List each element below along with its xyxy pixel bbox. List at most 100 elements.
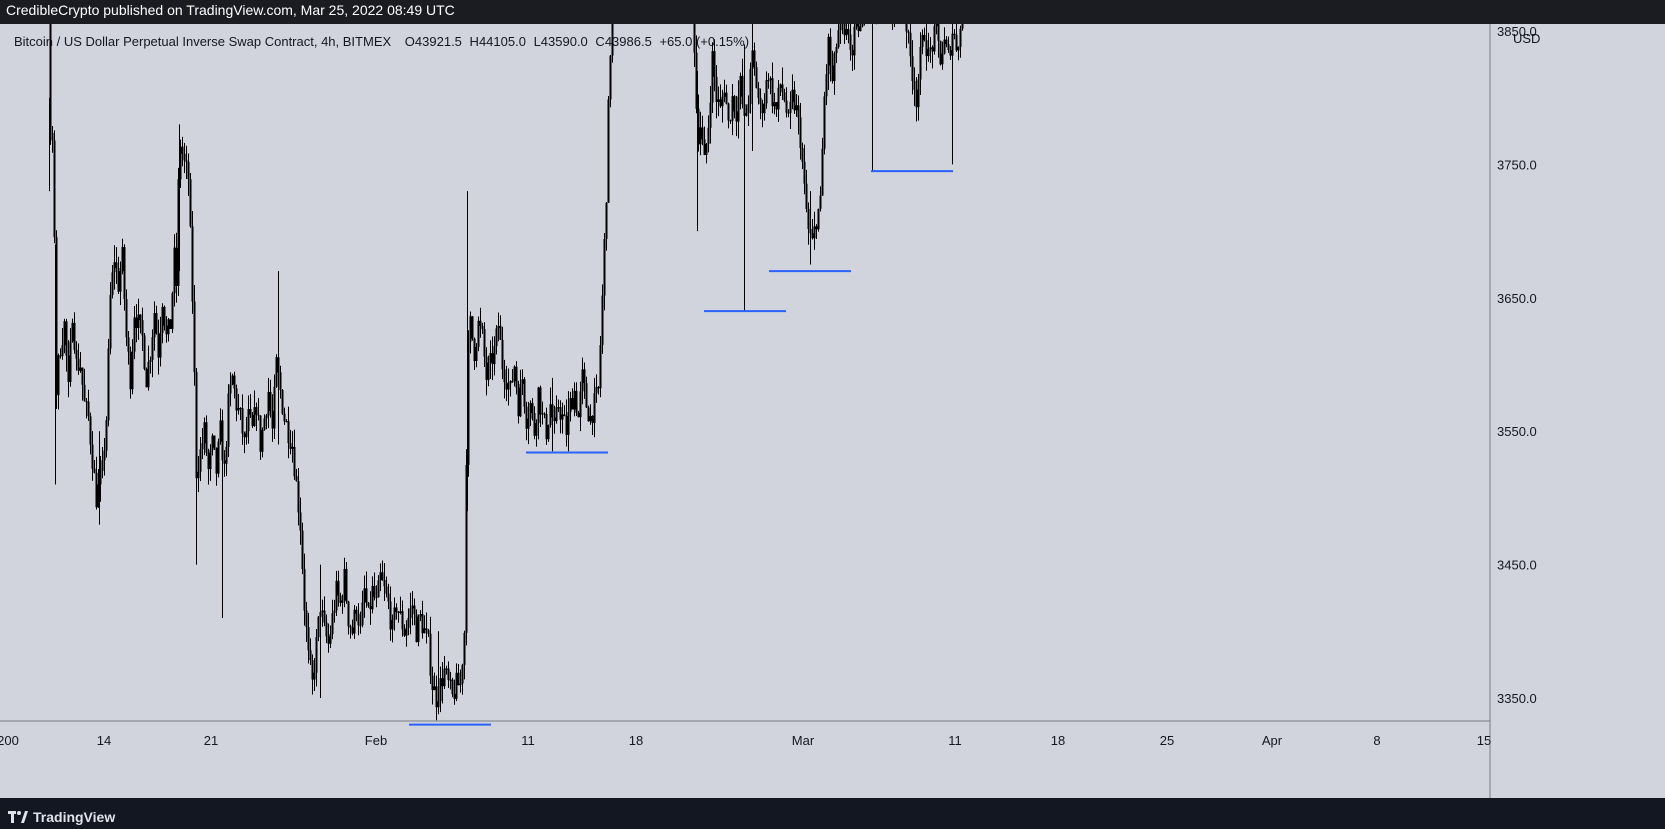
candle: [941, 41, 944, 70]
candle: [569, 391, 572, 422]
candle-body: [325, 622, 328, 637]
candle: [573, 382, 576, 417]
candle: [103, 437, 106, 476]
candle-body: [953, 33, 956, 35]
candle-body: [591, 416, 594, 424]
candle: [229, 372, 232, 407]
candle: [387, 583, 390, 610]
candle-body: [239, 408, 242, 410]
candle-body: [581, 369, 584, 392]
tradingview-logo[interactable]: TradingView: [8, 809, 115, 825]
candle-body: [193, 301, 196, 373]
candle-body: [377, 580, 380, 598]
publish-header: CredibleCrypto published on TradingView.…: [0, 0, 1665, 24]
candle: [165, 316, 168, 343]
candle: [55, 230, 58, 410]
candle-body: [795, 105, 798, 111]
candle-body: [149, 359, 152, 362]
candle: [219, 408, 222, 445]
candle-body: [355, 609, 358, 614]
candle-body: [501, 339, 504, 370]
candle-body: [491, 353, 494, 365]
candle-body: [575, 390, 578, 413]
candle: [163, 305, 166, 331]
candle: [589, 404, 592, 425]
candle: [349, 624, 352, 639]
candle: [735, 95, 738, 137]
candle-body: [539, 387, 542, 415]
candle: [821, 137, 824, 196]
candle-body: [449, 679, 452, 681]
candle: [339, 592, 342, 607]
candle: [523, 377, 526, 414]
candle: [765, 71, 768, 109]
change-value: +65.0 (+0.15%): [659, 34, 750, 49]
candle: [419, 610, 422, 622]
candle: [521, 369, 524, 395]
candle: [715, 65, 718, 119]
candle: [85, 397, 88, 419]
candle: [259, 415, 262, 460]
candle-body: [457, 672, 460, 686]
candle: [281, 388, 284, 415]
candle: [935, 24, 938, 35]
candle: [333, 599, 336, 623]
support-lines-group: [409, 170, 953, 726]
candle: [591, 415, 594, 436]
candle: [579, 381, 582, 432]
candle: [243, 431, 246, 454]
candle: [605, 202, 608, 251]
candle-body: [445, 668, 448, 670]
candle-body: [817, 208, 820, 230]
candle: [545, 407, 548, 445]
candle: [271, 394, 274, 442]
candle-body: [793, 89, 796, 111]
candle: [307, 612, 310, 664]
candle: [87, 389, 90, 421]
candle: [159, 316, 162, 367]
candle: [539, 385, 542, 428]
candle: [519, 369, 522, 418]
candle-body: [141, 320, 144, 336]
candle-body: [65, 321, 68, 356]
chart-area[interactable]: 3350.03450.03550.03650.03750.03850.03950…: [0, 24, 1665, 798]
candle: [737, 80, 740, 139]
candle: [351, 619, 354, 636]
candle: [149, 356, 152, 374]
candle-body: [835, 47, 838, 54]
candle: [827, 33, 830, 90]
candle-body: [427, 630, 430, 634]
candle-body: [349, 626, 352, 628]
candle: [287, 406, 290, 459]
candle: [105, 416, 108, 458]
candle-body: [225, 446, 228, 464]
candle: [309, 638, 312, 665]
candle-body: [155, 312, 158, 334]
candle-body: [167, 319, 170, 335]
price-chart[interactable]: 3350.03450.03550.03650.03750.03850.03950…: [0, 24, 1665, 798]
publish-text: CredibleCrypto published on TradingView.…: [6, 2, 455, 18]
candle: [305, 601, 308, 643]
candle-body: [547, 425, 550, 440]
candle-body: [509, 381, 512, 384]
candle: [701, 115, 704, 146]
candle: [485, 347, 488, 396]
candle: [193, 285, 196, 386]
candle-body: [85, 401, 88, 403]
candle-body: [373, 585, 376, 598]
candle-body: [611, 24, 614, 56]
candle-body: [497, 325, 500, 329]
candle-body: [931, 47, 934, 52]
tradingview-brand: TradingView: [33, 809, 116, 825]
candle-body: [451, 679, 454, 695]
candle-body: [157, 333, 160, 358]
candle: [583, 362, 586, 399]
low-label: L: [533, 34, 541, 49]
candle: [347, 600, 350, 635]
candle: [223, 450, 226, 477]
candle-body: [571, 398, 574, 410]
candle: [959, 25, 962, 58]
candle-body: [181, 146, 184, 154]
candle: [711, 42, 714, 113]
candle: [91, 431, 94, 481]
